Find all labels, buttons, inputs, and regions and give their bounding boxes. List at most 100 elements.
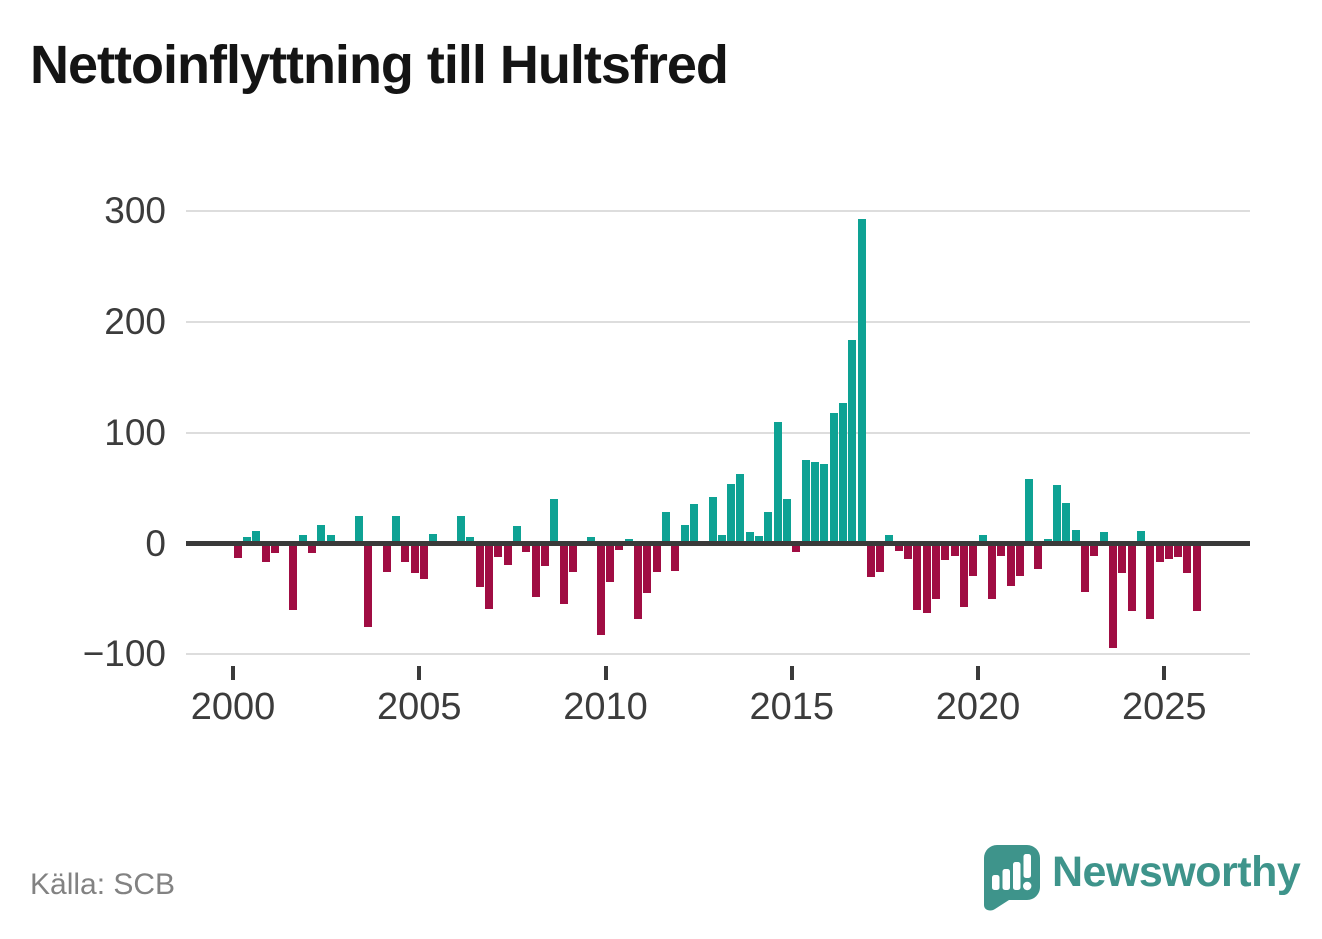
bar-2017Q3 — [885, 534, 894, 544]
bar-2006Q4 — [485, 543, 494, 609]
bar-2002Q2 — [317, 524, 326, 544]
bar-2008Q1 — [531, 543, 540, 597]
bar-2004Q4 — [410, 543, 419, 574]
bar-2025Q3 — [1183, 543, 1192, 574]
x-tick-2010 — [603, 666, 608, 680]
bar-2000Q2 — [242, 536, 251, 544]
y-tick-label-100: 100 — [104, 411, 166, 453]
bar-2021Q1 — [1015, 543, 1024, 576]
bar-2011Q4 — [671, 543, 680, 572]
bar-2009Q4 — [596, 543, 605, 636]
bar-2016Q1 — [829, 412, 838, 544]
bar-2007Q1 — [494, 543, 503, 557]
bar-2005Q1 — [419, 543, 428, 579]
bar-2022Q2 — [1062, 502, 1071, 544]
bar-2006Q1 — [457, 515, 466, 544]
bar-2000Q1 — [233, 543, 242, 558]
bar-2000Q4 — [261, 543, 270, 563]
bar-2013Q3 — [736, 473, 745, 544]
bar-2018Q3 — [922, 543, 931, 614]
x-tick-2025 — [1162, 666, 1167, 680]
bar-2011Q2 — [652, 543, 661, 573]
bar-2012Q2 — [689, 503, 698, 544]
source-note: Källa: SCB — [30, 868, 176, 901]
bar-2014Q3 — [773, 421, 782, 544]
bar-2005Q2 — [429, 533, 438, 544]
bar-2021Q2 — [1025, 479, 1034, 544]
bar-2007Q4 — [522, 543, 531, 553]
bar-2008Q3 — [550, 499, 559, 544]
x-tick-label-2020: 2020 — [935, 686, 1021, 728]
bar-2013Q1 — [717, 534, 726, 544]
bar-2004Q2 — [391, 515, 400, 544]
bar-2002Q1 — [308, 543, 317, 554]
bar-2014Q2 — [764, 512, 773, 544]
x-axis-zero-line — [186, 541, 1250, 546]
bar-2013Q2 — [727, 483, 736, 544]
bar-2025Q2 — [1174, 543, 1183, 557]
bar-2010Q2 — [615, 543, 624, 551]
bar-2018Q2 — [913, 543, 922, 610]
bar-2003Q2 — [354, 515, 363, 544]
bar-2020Q1 — [978, 534, 987, 544]
bar-2016Q2 — [838, 402, 847, 544]
bar-2008Q4 — [559, 543, 568, 605]
x-tick-2020 — [976, 666, 980, 680]
bar-2004Q3 — [401, 543, 410, 563]
bar-2019Q2 — [950, 543, 959, 556]
bar-2022Q4 — [1081, 543, 1090, 593]
bar-2021Q3 — [1034, 543, 1043, 569]
bar-2025Q4 — [1192, 543, 1201, 612]
bar-2001Q1 — [270, 543, 279, 554]
bar-2015Q2 — [801, 460, 810, 544]
bar-2020Q4 — [1006, 543, 1015, 586]
bar-2020Q3 — [997, 543, 1006, 556]
bar-2018Q4 — [932, 543, 941, 599]
bar-2003Q3 — [363, 543, 372, 627]
bar-2014Q1 — [755, 535, 764, 544]
bar-2017Q2 — [876, 543, 885, 573]
bar-2024Q3 — [1146, 543, 1155, 619]
newsworthy-logo-icon — [982, 844, 1042, 917]
x-tick-2005 — [417, 666, 422, 680]
bar-2007Q2 — [503, 543, 512, 565]
x-tick-label-2005: 2005 — [376, 686, 462, 728]
gridline-100 — [186, 431, 1250, 434]
chart-title: Nettoinflyttning till Hultsfred — [30, 35, 729, 95]
newsworthy-brand: Newsworthy — [982, 842, 1302, 912]
bar-2023Q1 — [1090, 543, 1099, 556]
x-tick-label-2025: 2025 — [1121, 686, 1207, 728]
bar-2019Q1 — [941, 543, 950, 561]
plot-area — [186, 190, 1250, 690]
bar-2001Q4 — [298, 534, 307, 544]
x-tick-label-2015: 2015 — [749, 686, 835, 728]
bar-2000Q3 — [252, 531, 261, 544]
bar-2006Q3 — [475, 543, 484, 587]
bar-2022Q3 — [1071, 530, 1080, 544]
gridline-300 — [186, 210, 1250, 213]
bar-2015Q3 — [810, 461, 819, 544]
bar-2017Q4 — [894, 543, 903, 552]
bar-2022Q1 — [1053, 484, 1062, 544]
bar-2009Q1 — [568, 543, 577, 573]
bar-2023Q4 — [1118, 543, 1127, 574]
bar-2001Q3 — [289, 543, 298, 610]
y-tick-label-−100: −100 — [82, 633, 166, 675]
x-tick-2000 — [231, 666, 235, 680]
bar-2010Q4 — [634, 543, 643, 619]
bar-2014Q4 — [783, 499, 792, 544]
bar-2007Q3 — [512, 525, 521, 544]
bar-2024Q1 — [1127, 543, 1136, 612]
bar-2013Q4 — [745, 532, 754, 544]
bar-2015Q4 — [820, 463, 829, 544]
x-tick-label-2000: 2000 — [190, 686, 276, 728]
bar-2023Q2 — [1099, 532, 1108, 544]
bar-2016Q4 — [857, 219, 866, 544]
bar-2023Q3 — [1108, 543, 1117, 648]
gridline--100 — [186, 653, 1250, 656]
bar-2019Q3 — [959, 543, 968, 607]
x-tick-2015 — [789, 666, 794, 680]
bar-2010Q1 — [606, 543, 615, 583]
bar-2016Q3 — [848, 339, 857, 544]
